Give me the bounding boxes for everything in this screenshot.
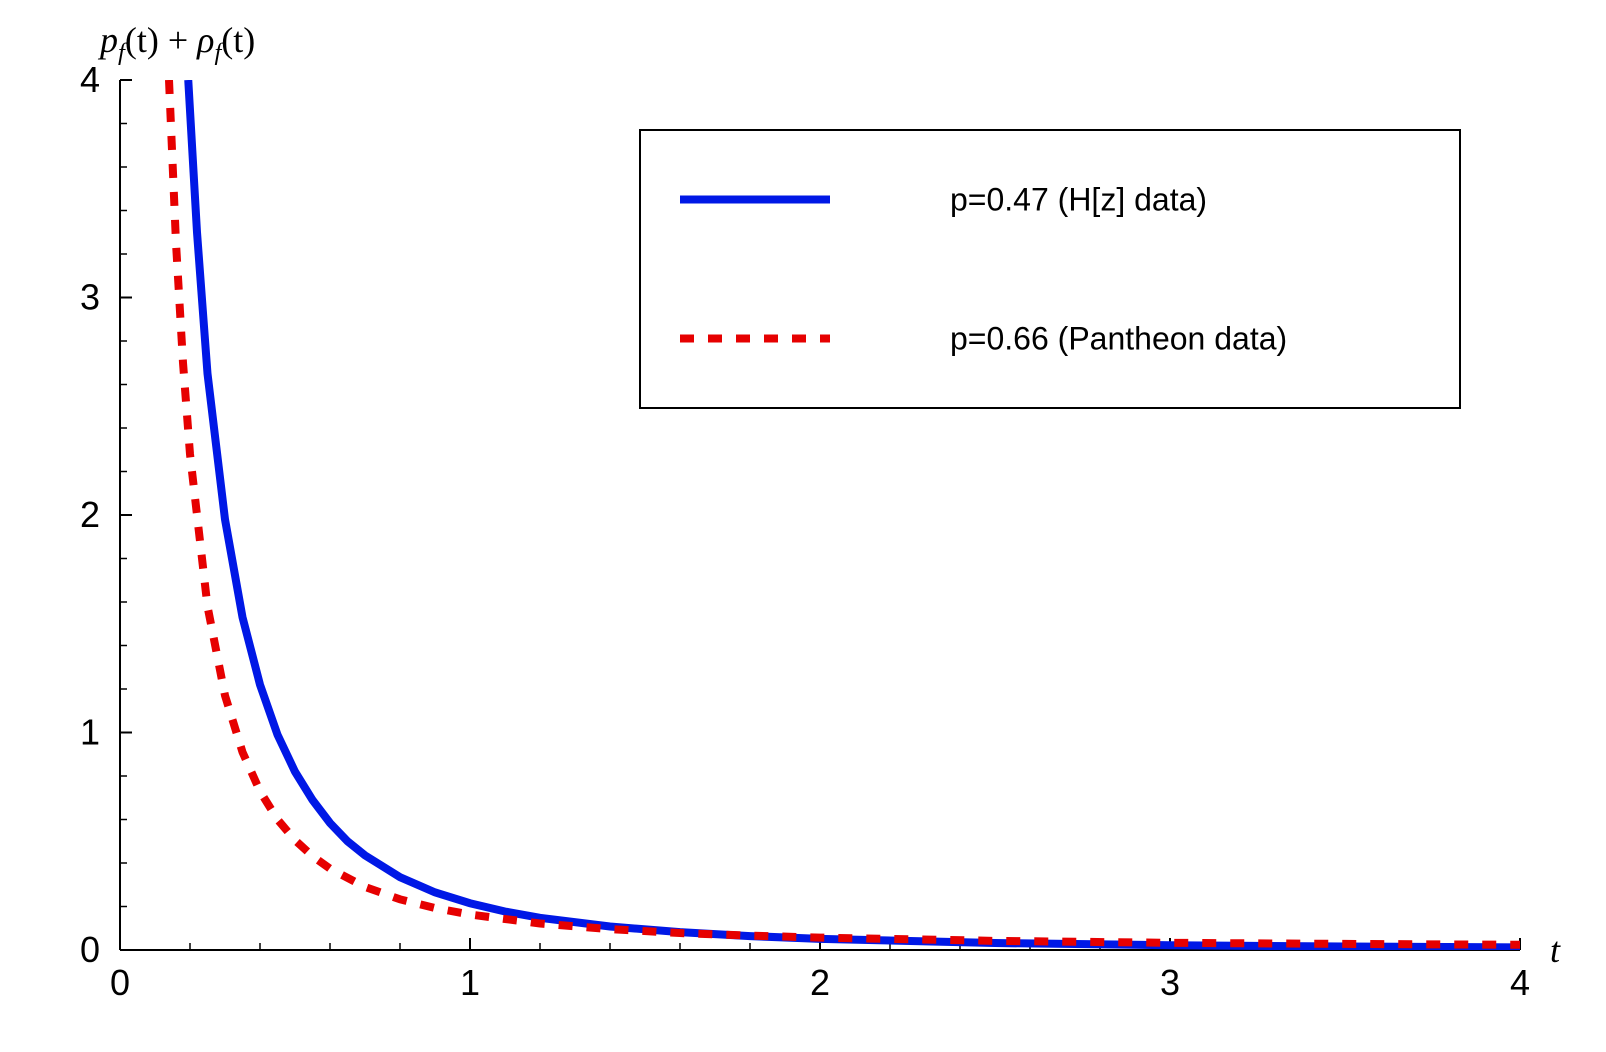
x-tick-label: 3 — [1160, 962, 1180, 1003]
y-tick-label: 0 — [80, 929, 100, 970]
legend-label: p=0.47 (H[z] data) — [950, 182, 1207, 218]
x-tick-label: 1 — [460, 962, 480, 1003]
legend-label: p=0.66 (Pantheon data) — [950, 321, 1287, 357]
y-tick-label: 2 — [80, 494, 100, 535]
y-tick-label: 4 — [80, 59, 100, 100]
chart-container: 0123401234tpf(t) + ρf(t)p=0.47 (H[z] dat… — [0, 0, 1606, 1052]
y-axis-label: pf(t) + ρf(t) — [97, 20, 255, 66]
chart-svg: 0123401234tpf(t) + ρf(t)p=0.47 (H[z] dat… — [0, 0, 1606, 1052]
y-tick-label: 3 — [80, 277, 100, 318]
y-tick-label: 1 — [80, 712, 100, 753]
x-tick-label: 4 — [1510, 962, 1530, 1003]
x-tick-label: 2 — [810, 962, 830, 1003]
legend: p=0.47 (H[z] data) p=0.66 (Pantheon data) — [640, 130, 1460, 408]
x-axis-label: t — [1550, 930, 1561, 970]
x-tick-label: 0 — [110, 962, 130, 1003]
